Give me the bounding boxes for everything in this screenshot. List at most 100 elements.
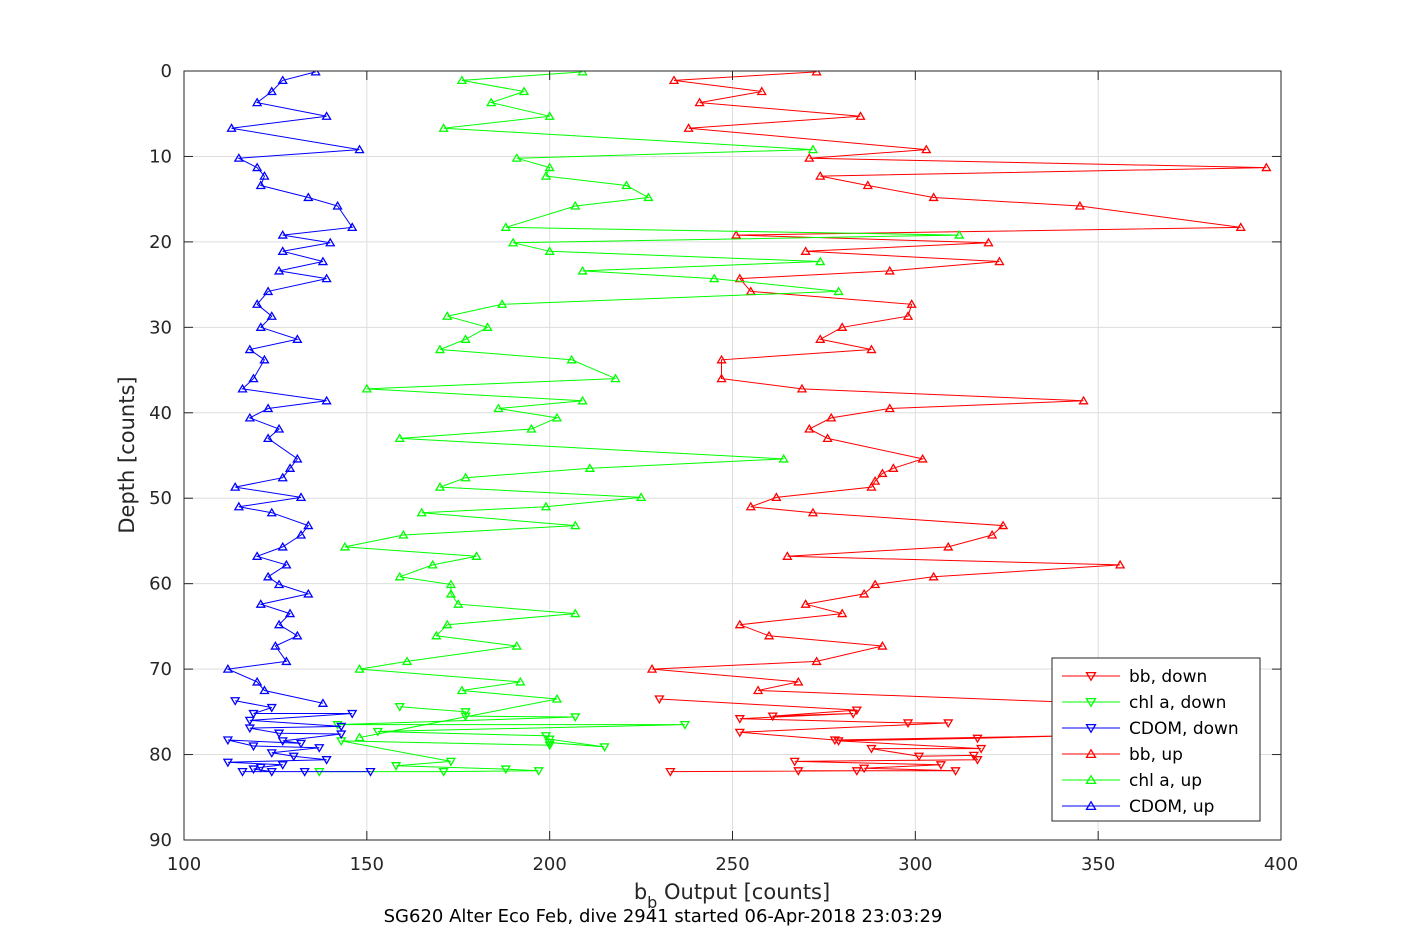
data-point-marker [796, 383, 808, 393]
data-point-marker [734, 619, 745, 629]
legend-label: CDOM, down [1129, 719, 1239, 739]
data-point-marker [292, 334, 303, 343]
data-point-marker [438, 767, 449, 777]
data-point-marker [299, 767, 310, 777]
data-point-marker [1261, 162, 1272, 172]
data-point-marker [427, 559, 438, 569]
data-point-marker [416, 507, 427, 517]
x-tick-label: 350 [1081, 854, 1115, 875]
data-point-marker [544, 111, 555, 120]
data-point-marker [837, 608, 848, 618]
x-tick-label: 200 [532, 854, 566, 875]
data-point-marker [390, 762, 402, 771]
y-tick-label: 70 [149, 659, 172, 680]
data-point-marker [544, 162, 555, 172]
data-point-marker [292, 630, 303, 640]
series-bb-down [654, 695, 1078, 777]
data-point-marker [372, 727, 383, 737]
data-point-marker [1078, 395, 1089, 405]
data-point-marker [869, 579, 881, 589]
data-point-marker [921, 144, 932, 154]
data-point-marker [273, 423, 285, 433]
data-point-marker [902, 311, 914, 320]
y-tick-label: 20 [149, 232, 172, 253]
data-point-marker [807, 144, 819, 154]
data-point-marker [976, 744, 987, 754]
data-point-marker [518, 86, 530, 96]
data-point-marker [709, 273, 720, 283]
data-point-marker [266, 749, 277, 758]
data-point-marker [277, 246, 288, 255]
legend-marker [1085, 723, 1097, 734]
data-point-marker [851, 767, 862, 776]
data-point-marker [442, 619, 453, 629]
data-point-marker [262, 571, 274, 581]
data-point-marker [928, 192, 939, 202]
data-point-marker [756, 86, 767, 96]
data-point-marker [902, 719, 914, 729]
data-point-marker [1235, 222, 1246, 232]
data-point-marker [486, 97, 497, 107]
data-point-marker [833, 286, 844, 296]
data-point-marker [222, 736, 234, 746]
data-point-marker [866, 482, 877, 491]
data-point-marker [284, 463, 296, 472]
data-point-marker [445, 579, 457, 589]
legend: bb, down chl a, down CDOM, down bb, up chl a… [1051, 657, 1261, 822]
data-point-marker [507, 237, 519, 247]
data-point-marker [668, 75, 680, 85]
data-point-marker [482, 322, 493, 331]
data-point-marker [255, 763, 266, 773]
data-point-marker [244, 724, 255, 734]
data-point-marker [434, 482, 446, 491]
x-tick-label: 300 [898, 854, 932, 875]
x-axis-title-rest: Output [counts] [657, 880, 830, 904]
data-point-marker [222, 758, 234, 768]
data-point-marker [354, 144, 365, 154]
data-point-marker [273, 579, 285, 589]
data-point-marker [248, 709, 259, 719]
data-point-marker [277, 75, 288, 85]
legend-marker [1085, 774, 1097, 785]
x-axis-title-main: b [634, 880, 647, 904]
data-point-marker [230, 482, 241, 491]
data-point-marker [321, 111, 332, 120]
legend-marker [1085, 697, 1097, 708]
data-point-marker [292, 453, 303, 463]
y-tick-label: 10 [149, 146, 172, 167]
y-tick-label: 60 [149, 574, 172, 595]
data-point-marker [745, 501, 756, 511]
series-cdom-up [222, 71, 365, 707]
data-point-marker [244, 716, 255, 726]
data-point-marker [928, 571, 939, 581]
legend-marker [1085, 800, 1097, 811]
grid-lines [184, 71, 1281, 840]
data-point-marker [551, 412, 563, 422]
data-point-marker [855, 111, 866, 120]
x-axis-title-subscript: b [647, 893, 657, 912]
series-cdom-down [222, 697, 376, 777]
data-point-marker [599, 743, 610, 752]
data-point-marker [339, 541, 351, 551]
legend-label: chl a, down [1129, 693, 1226, 713]
data-point-marker [336, 722, 347, 732]
data-point-marker [255, 599, 266, 608]
data-point-marker [972, 756, 983, 765]
data-point-marker [877, 640, 888, 650]
data-point-marker [869, 476, 881, 485]
data-point-marker [570, 520, 581, 530]
data-point-marker [833, 737, 844, 746]
data-point-marker [237, 383, 248, 393]
data-point-marker [303, 192, 314, 202]
data-point-marker [233, 501, 244, 511]
legend-label: CDOM, up [1129, 797, 1214, 817]
data-point-marker [255, 180, 266, 190]
y-tick-label: 0 [161, 61, 172, 82]
dive-subtitle: SG620 Alter Eco Feb, dive 2941 started 0… [384, 906, 943, 927]
x-tick-label: 100 [167, 854, 201, 875]
data-point-marker [453, 599, 464, 608]
data-point-marker [347, 222, 358, 232]
data-point-marker [500, 222, 511, 232]
data-point-marker [259, 171, 270, 180]
legend-items: bb, down chl a, down CDOM, down bb, up chl a… [1062, 667, 1239, 817]
